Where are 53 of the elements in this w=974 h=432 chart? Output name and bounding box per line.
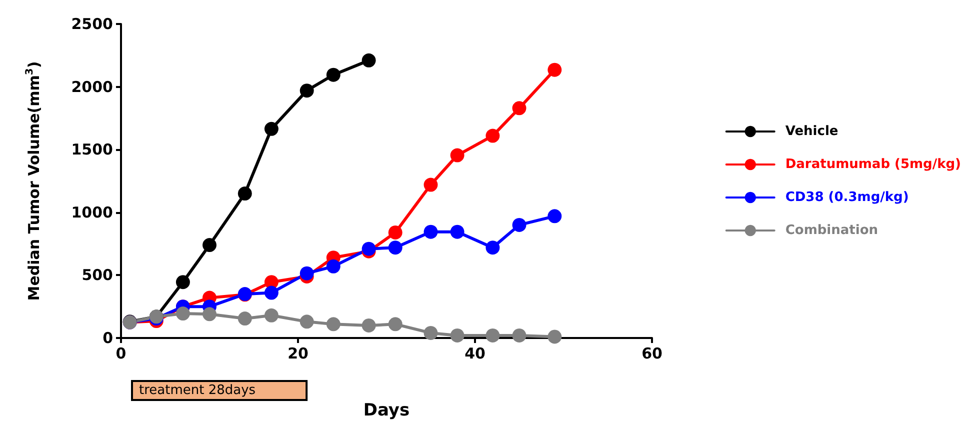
point (512, 328, 526, 342)
point (238, 186, 252, 201)
point (202, 238, 216, 252)
point (202, 307, 216, 322)
y-axis-title: Median Tumor Volume(mm3) (24, 61, 43, 301)
point (362, 242, 376, 256)
point (450, 148, 464, 162)
point (362, 318, 376, 332)
point (238, 312, 252, 326)
point (176, 306, 190, 321)
point (176, 275, 190, 290)
y-tick-label: 500 (82, 266, 113, 284)
point (326, 259, 340, 274)
point (300, 84, 314, 98)
x-tick-label: 60 (642, 344, 662, 362)
point (450, 224, 464, 239)
text: treatment 28days (139, 383, 256, 398)
point (486, 128, 500, 143)
x-axis-title: Days (363, 400, 410, 420)
point (362, 53, 376, 68)
y-tick-label: 1000 (71, 203, 113, 222)
legend-label: CD38 (0.3mg/kg) (785, 190, 909, 205)
y-tick-label: 2500 (71, 15, 113, 33)
point (450, 328, 464, 342)
point (424, 326, 438, 340)
x-tick-label: 20 (288, 344, 308, 362)
legend-label: Combination (785, 223, 878, 238)
point (300, 266, 314, 280)
point (486, 240, 500, 255)
point (512, 218, 526, 232)
legend-label: Vehicle (785, 124, 838, 139)
point (424, 178, 438, 192)
point (388, 240, 402, 255)
legend-label: Daratumumab (5mg/kg) (785, 157, 962, 172)
point (548, 209, 562, 224)
point (486, 328, 500, 342)
point (512, 101, 526, 116)
point (548, 330, 562, 344)
point (388, 226, 402, 240)
point (300, 314, 314, 329)
point (264, 122, 278, 136)
x-tick-label: 0 (116, 344, 126, 362)
y-tick-label: 1500 (71, 140, 113, 159)
point (326, 68, 340, 82)
point (264, 308, 278, 322)
point (548, 62, 562, 77)
point (264, 286, 278, 300)
x-tick-label: 40 (464, 344, 486, 362)
point (424, 224, 438, 239)
y-tick-label: 0 (102, 329, 113, 347)
point (388, 317, 402, 332)
y-tick-label: 2000 (71, 78, 113, 96)
point (326, 317, 340, 332)
